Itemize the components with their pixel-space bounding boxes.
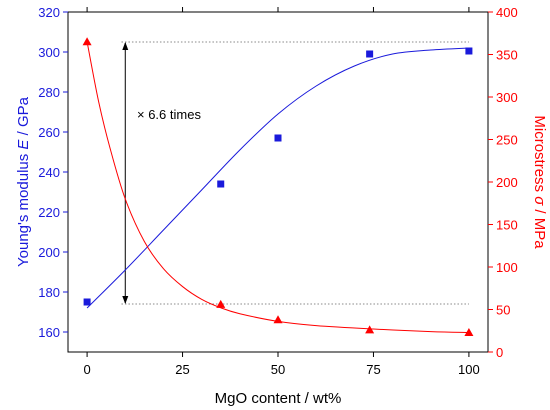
- left-tick-label: 260: [38, 125, 60, 140]
- x-axis-title: MgO content / wt%: [215, 390, 342, 407]
- left-tick-label: 300: [38, 45, 60, 60]
- fit-curve-right: [86, 41, 469, 333]
- right-tick-label: 0: [496, 345, 503, 360]
- reference-lines: [121, 41, 469, 305]
- x-tick-label: 75: [366, 362, 380, 377]
- data-point-triangle: [464, 327, 474, 336]
- right-tick-label: 300: [496, 90, 518, 105]
- left-tick-label: 320: [38, 5, 60, 20]
- data-point-square: [465, 47, 473, 55]
- left-tick-label: 280: [38, 85, 60, 100]
- ticks: 0 25 50 75 100 160 180 200 220 240 260 280 300 320 0 50…: [38, 5, 517, 377]
- data-point-triangle: [273, 315, 283, 324]
- x-tick-label: 50: [271, 362, 285, 377]
- annotation-label: × 6.6 times: [137, 107, 201, 122]
- left-axis-title: Young's modulus E / GPa: [15, 96, 32, 267]
- annotation: × 6.6 times: [137, 107, 201, 122]
- ratio-arrow-head-up: [122, 42, 129, 50]
- data-point-triangle: [365, 325, 375, 334]
- data-point-triangle: [216, 299, 226, 308]
- right-tick-label: 200: [496, 175, 518, 190]
- x-tick-label: 0: [83, 362, 90, 377]
- right-tick-label: 350: [496, 48, 518, 63]
- data-point-square: [366, 50, 374, 58]
- data-points: [82, 37, 474, 336]
- right-axis-title: Microstress σ / MPa: [531, 115, 548, 249]
- left-tick-label: 220: [38, 205, 60, 220]
- ratio-arrow-head-down: [122, 296, 129, 304]
- right-tick-label: 150: [496, 218, 518, 233]
- right-tick-label: 100: [496, 260, 518, 275]
- right-tick-label: 250: [496, 133, 518, 148]
- plot-frame: [67, 11, 489, 353]
- left-tick-label: 240: [38, 165, 60, 180]
- left-tick-label: 160: [38, 325, 60, 340]
- data-point-square: [217, 180, 225, 188]
- data-point-triangle: [82, 37, 92, 46]
- left-tick-label: 180: [38, 285, 60, 300]
- data-point-square: [83, 298, 91, 306]
- fit-curves: [86, 41, 469, 333]
- right-tick-label: 50: [496, 303, 510, 318]
- data-point-square: [274, 134, 282, 142]
- fit-curve-left: [86, 47, 469, 309]
- x-tick-label: 25: [175, 362, 189, 377]
- left-tick-label: 200: [38, 245, 60, 260]
- x-tick-label: 100: [458, 362, 480, 377]
- right-tick-label: 400: [496, 5, 518, 20]
